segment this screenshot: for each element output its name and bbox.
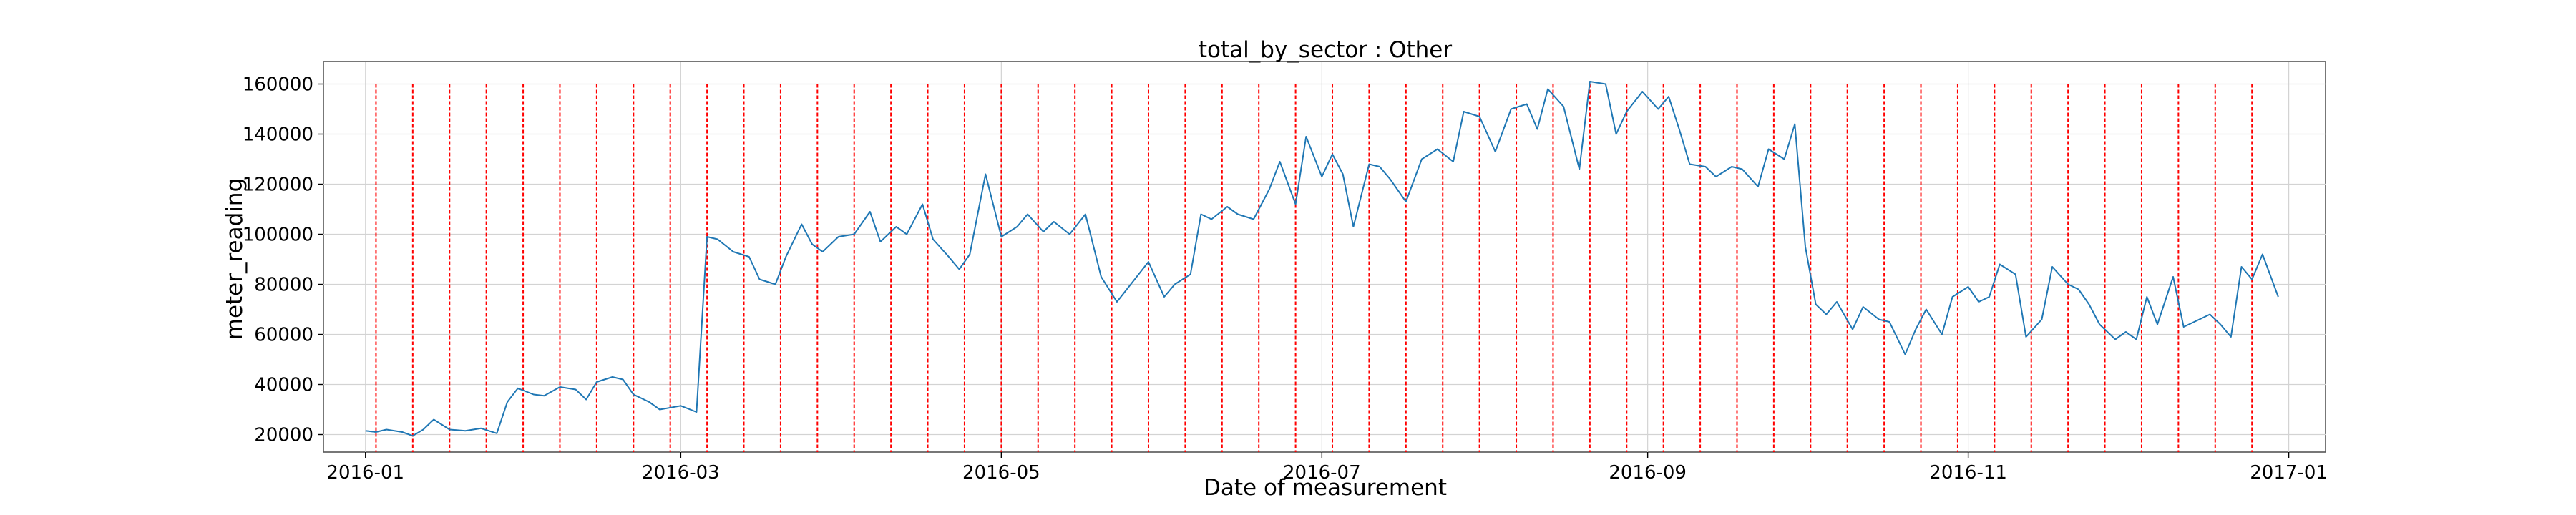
y-tick-label: 120000 [243,175,313,196]
x-axis-ticks: 2016-01 2016-03 2016-05 2016-07 2016-09 2016-… [326,452,2328,484]
y-axis-label: meter_reading [222,178,248,340]
x-tick-label: 2016-01 [326,462,404,484]
x-tick-label: 2016-03 [642,462,720,484]
plot-border [323,61,2326,453]
y-tick-label: 40000 [254,375,313,396]
x-tick-label: 2017-01 [2250,462,2328,484]
y-tick-label: 20000 [254,425,313,446]
weekly-marker-lines [375,84,2253,452]
y-tick-label: 80000 [254,275,313,296]
x-tick-label: 2016-09 [1609,462,1687,484]
x-tick-label: 2016-11 [1929,462,2007,484]
series-lines [365,81,2279,437]
x-axis-label: Date of measurement [1204,475,1447,501]
y-tick-label: 140000 [243,124,313,146]
x-tick-label: 2016-05 [962,462,1040,484]
grid-lines [323,62,2326,452]
series-line [365,81,2279,437]
y-axis-ticks: 20000 40000 60000 80000 100000 120000 140000 16… [243,74,323,446]
y-tick-label: 160000 [243,74,313,96]
plot-area [323,61,2326,453]
y-tick-label: 60000 [254,325,313,346]
y-tick-label: 100000 [243,225,313,246]
chart-title: total_by_sector : Other [1199,37,1452,63]
x-tick-label: 2016-07 [1283,462,1361,484]
